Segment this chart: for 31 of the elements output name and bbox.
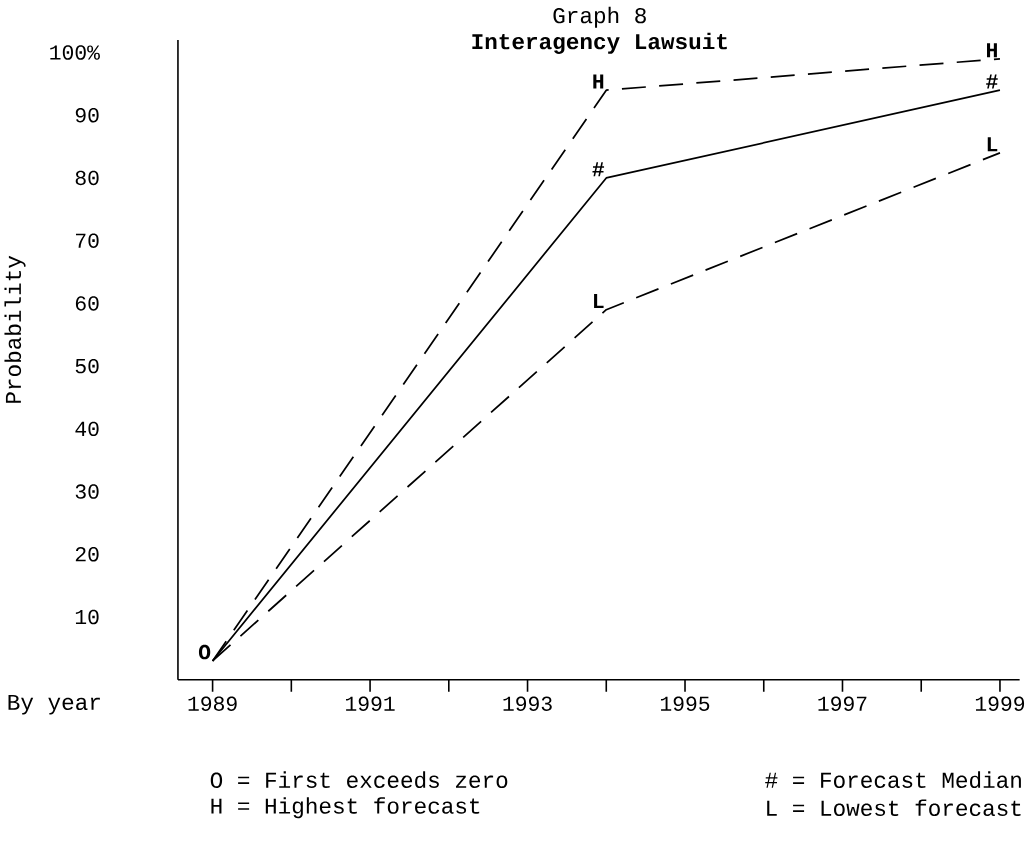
y-tick-label: 50	[75, 359, 99, 374]
x-tick-label: 1995	[660, 696, 710, 712]
y-tick-label: 60	[75, 296, 99, 311]
y-axis-title: Probability	[4, 256, 26, 404]
annotation: H	[987, 43, 997, 58]
chart-subtitle: Interagency Lawsuit	[472, 32, 727, 55]
annotation: L	[594, 294, 604, 309]
annotation: L	[987, 137, 998, 152]
x-tick-label: 1989	[188, 696, 237, 712]
annotation: H	[593, 74, 604, 89]
text: # = Forecast Median	[765, 771, 1021, 789]
chart-title: Graph 8	[553, 6, 646, 28]
text: O = First exceeds zero	[210, 771, 508, 789]
x-axis-title: By year	[8, 695, 100, 715]
x-tick-label: 1991	[346, 696, 395, 712]
x-tick-label: 1999	[975, 696, 1025, 712]
annotation: O	[198, 645, 211, 660]
x-tick-label: 1997	[818, 696, 867, 712]
y-tick-label: 70	[75, 233, 99, 249]
y-tick-label: 90	[75, 108, 99, 123]
y-tick-label: 80	[75, 170, 99, 186]
x-tick-label: 1993	[503, 696, 552, 712]
annotation: #	[592, 162, 605, 177]
y-tick-label: 100%	[50, 45, 100, 60]
y-tick-label: 10	[75, 609, 99, 625]
y-tick-label: 40	[75, 421, 99, 437]
text: H = Highest forecast	[211, 797, 480, 819]
text: L = Lowest forecast	[767, 799, 1021, 817]
y-tick-label: 30	[75, 484, 99, 499]
y-tick-label: 20	[75, 547, 99, 562]
annotation: #	[986, 74, 998, 89]
